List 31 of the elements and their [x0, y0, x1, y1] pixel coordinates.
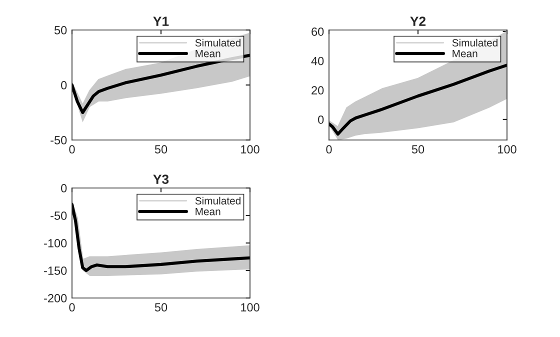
- x-tick-label: 50: [154, 303, 168, 312]
- y-tick-label: 40: [311, 56, 324, 66]
- line-series: [329, 64, 507, 136]
- x-tick-label: 0: [326, 145, 332, 154]
- x-tick-label: 50: [412, 145, 424, 154]
- legend-label: Mean: [196, 50, 220, 58]
- y-tick-label: 0: [61, 81, 67, 90]
- legend-label: Simulated: [195, 196, 240, 205]
- y-tick-label: -50: [50, 212, 67, 220]
- x-tick-label: 100: [241, 303, 260, 312]
- y-tick-label: 0: [61, 184, 67, 192]
- y-tick-label: 60: [312, 28, 324, 36]
- x-tick-label: 100: [241, 145, 260, 154]
- x-tick-label: 50: [154, 145, 168, 154]
- y-tick-label: -150: [44, 266, 67, 275]
- legend-label: Mean: [452, 50, 478, 58]
- y-tick-label: 0: [318, 116, 324, 124]
- y-tick-label: -100: [44, 239, 67, 248]
- x-tick-label: 0: [69, 303, 75, 312]
- x-tick-label: 100: [498, 145, 516, 154]
- chart-title: Y2: [410, 16, 426, 26]
- legend-label: Simulated: [452, 38, 498, 47]
- chart-title: Y3: [153, 174, 169, 184]
- x-tick-label: 0: [69, 145, 75, 154]
- y-tick-label: 20: [312, 86, 324, 95]
- chart-title: Y1: [153, 16, 169, 26]
- y-tick-label: 50: [54, 26, 67, 34]
- legend-label: Simulated: [195, 38, 240, 47]
- legend-label: Mean: [196, 208, 220, 216]
- y-tick-label: -50: [50, 136, 67, 144]
- y-tick-label: -200: [44, 294, 67, 302]
